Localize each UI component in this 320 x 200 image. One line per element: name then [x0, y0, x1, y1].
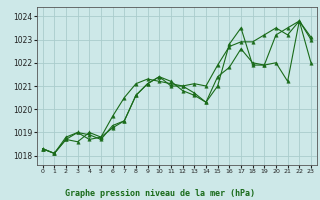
- Text: Graphe pression niveau de la mer (hPa): Graphe pression niveau de la mer (hPa): [65, 189, 255, 198]
